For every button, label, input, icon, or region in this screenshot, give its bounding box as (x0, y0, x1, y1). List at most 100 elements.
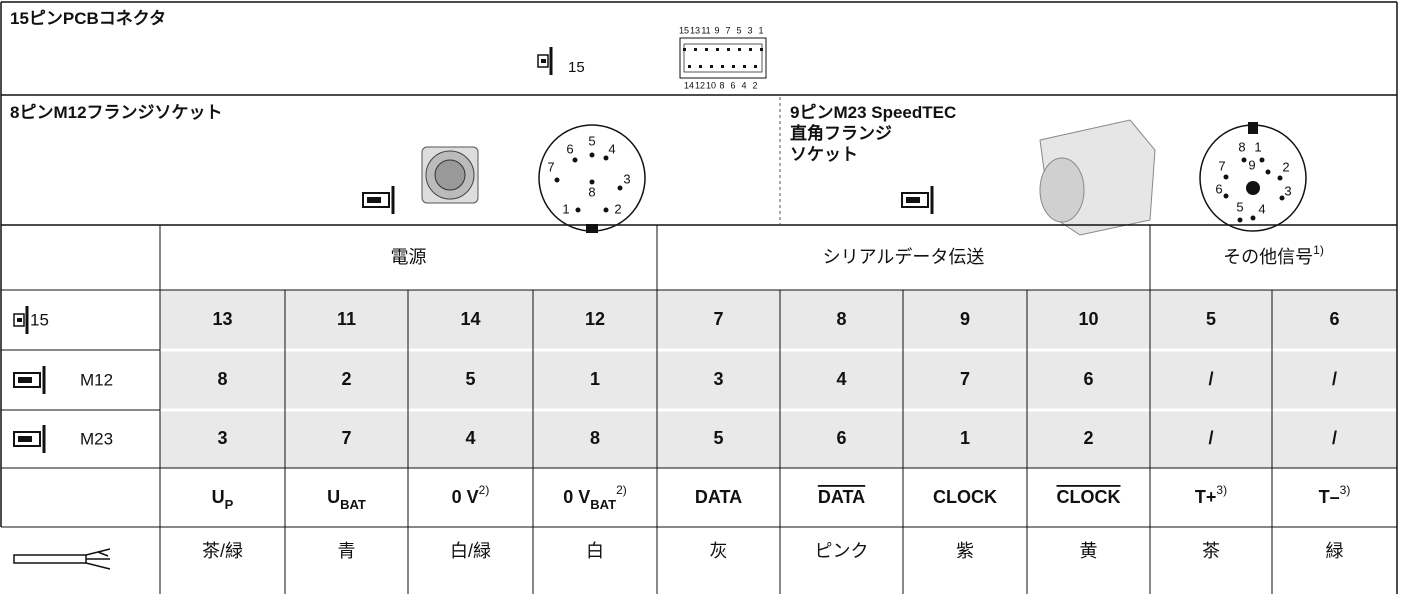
pin-cell: 3 (713, 369, 723, 389)
pin-cell: 1 (960, 428, 970, 448)
pin-number: 7 (547, 159, 554, 174)
pin-circle (1199, 124, 1307, 232)
pin-dot (688, 65, 691, 68)
pin-number: 13 (690, 25, 700, 35)
pin-cell: 5 (713, 428, 723, 448)
pin-dot (1223, 174, 1229, 180)
pin-cell: 6 (1329, 309, 1339, 329)
pin-cell: 12 (585, 309, 605, 329)
pin-dot (710, 65, 713, 68)
gray-band (160, 350, 1397, 410)
pin-cell: 6 (1083, 369, 1093, 389)
pin-number: 5 (1236, 199, 1243, 214)
socket-icon (18, 436, 32, 442)
gray-band (160, 290, 1397, 350)
pin-number: 8 (1238, 139, 1245, 154)
pin-number: 4 (741, 80, 746, 90)
wire-color: 青 (338, 541, 356, 561)
pin-diagram (683, 43, 763, 73)
pin-number: 12 (695, 80, 705, 90)
pin-dot (554, 177, 560, 183)
pin-number: 5 (736, 25, 741, 35)
wire-color: 茶/緑 (202, 541, 243, 561)
socket-icon (367, 197, 381, 203)
pin-dot (1246, 181, 1260, 195)
pin-cell: 11 (337, 309, 356, 329)
pin-number: 6 (566, 141, 573, 156)
pin-number: 9 (714, 25, 719, 35)
m12-title: 8ピンM12フランジソケット (10, 103, 223, 122)
cable-icon (85, 548, 111, 570)
pin-number: 2 (1282, 159, 1289, 174)
pin-cell: 5 (1206, 309, 1216, 329)
signal-text: DATA (695, 487, 742, 507)
pin-dot (1250, 215, 1256, 221)
signal-sup: 2) (616, 483, 627, 497)
signal-name: UP (212, 487, 234, 512)
pin-cell: 13 (212, 309, 232, 329)
pin-dot (575, 207, 581, 213)
signal-text: DATA (818, 487, 865, 507)
pin-number: 11 (701, 25, 710, 35)
pin-number: 5 (588, 133, 595, 148)
pin-cell: 2 (341, 369, 351, 389)
row-label: M23 (80, 429, 113, 448)
signal-sub: BAT (340, 497, 366, 512)
pin-dot (1265, 169, 1271, 175)
key (1248, 122, 1258, 134)
signal-sup: 2) (479, 483, 490, 497)
signal-name: CLOCK (933, 487, 997, 507)
group-sup: 1) (1313, 243, 1324, 257)
signal-sup: 3) (1216, 483, 1227, 497)
wire-color: 紫 (956, 541, 974, 561)
pin-cell: 9 (960, 309, 970, 329)
signal-text: 0 V (563, 487, 590, 507)
pin-dot (743, 65, 746, 68)
pin-cell: 14 (460, 309, 480, 329)
pin-cell: / (1332, 428, 1337, 448)
signal-name: UBAT (327, 487, 366, 512)
group-text: 電源 (391, 247, 427, 267)
wire-color: 灰 (710, 541, 728, 561)
signal-name: T–3) (1319, 483, 1351, 507)
pcb-icon (17, 318, 22, 322)
pin-cell: / (1208, 369, 1213, 389)
pin-cell: / (1208, 428, 1213, 448)
signal-name: 0 VBAT2) (563, 483, 626, 512)
group-text: その他信号 (1223, 247, 1313, 267)
pin-cell: / (1332, 369, 1337, 389)
pin-dot (603, 155, 609, 161)
pin-dot (572, 157, 578, 163)
m23-title: ソケット (790, 145, 858, 164)
pin-number: 7 (1218, 158, 1225, 173)
signal-sup: 3) (1340, 483, 1351, 497)
pin-cell: 1 (590, 369, 600, 389)
wire-color: ピンク (815, 541, 869, 561)
pin-dot (1277, 175, 1283, 181)
pin-cell: 8 (836, 309, 846, 329)
key (586, 224, 598, 233)
signal-text: CLOCK (933, 487, 997, 507)
wire-color: 茶 (1202, 541, 1220, 561)
pin-dot (683, 48, 686, 51)
pin-dot (738, 48, 741, 51)
icon-label: 15 (568, 59, 585, 76)
pin-number: 3 (747, 25, 752, 35)
pin-dot (732, 65, 735, 68)
pin-cell: 7 (713, 309, 723, 329)
socket-icon (906, 197, 920, 203)
pin-number: 7 (725, 25, 730, 35)
pin-number: 8 (588, 184, 595, 199)
pin-dot (694, 48, 697, 51)
pin-number: 1 (1254, 139, 1261, 154)
connector-image (434, 159, 466, 191)
pcb-title: 15ピンPCBコネクタ (10, 9, 166, 28)
group-text: シリアルデータ伝送 (823, 247, 985, 267)
wire-color: 白 (586, 541, 604, 561)
pin-dot (754, 65, 757, 68)
signal-name: 0 V2) (452, 483, 490, 507)
signal-text: CLOCK (1057, 487, 1121, 507)
wire-color: 緑 (1326, 541, 1344, 561)
pin-cell: 4 (465, 428, 475, 448)
pin-number: 4 (608, 141, 615, 156)
